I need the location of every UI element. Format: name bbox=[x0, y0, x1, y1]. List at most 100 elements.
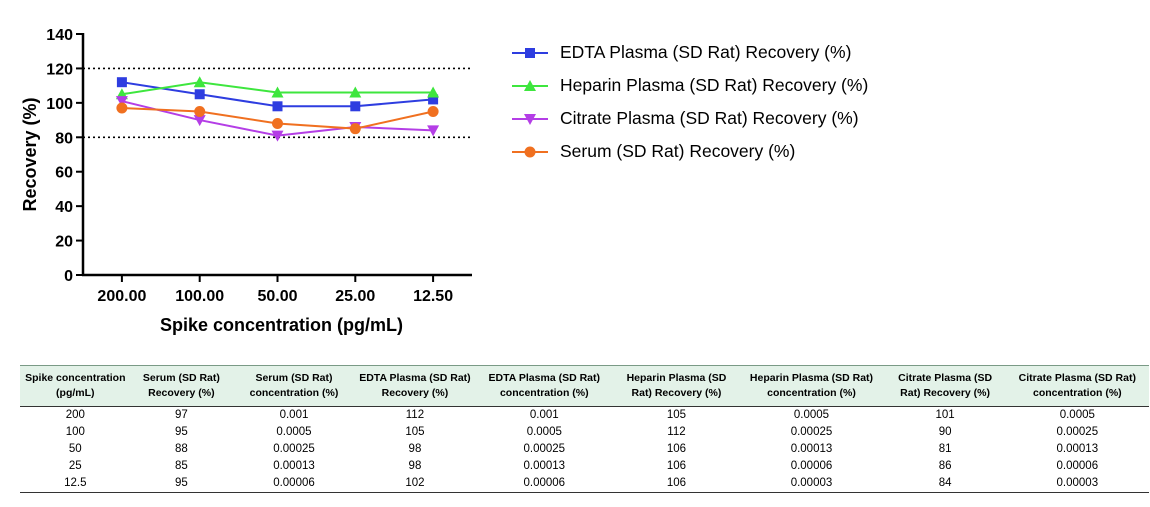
table-row: 25 85 0.00013 98 0.00013 106 0.00006 86 0.00006 bbox=[20, 458, 1149, 475]
data-point bbox=[194, 89, 205, 100]
data-point bbox=[193, 115, 206, 127]
table-cell: 106 bbox=[666, 443, 687, 455]
legend-label-edta: EDTA Plasma (SD Rat) Recovery (%) bbox=[560, 42, 852, 62]
table-cell: 102 bbox=[355, 475, 475, 493]
legend-swatch-serum bbox=[512, 146, 548, 157]
data-point bbox=[427, 125, 440, 137]
legend-swatch-edta bbox=[512, 47, 548, 58]
legend-item-serum: Serum (SD Rat) Recovery (%) bbox=[512, 135, 868, 168]
x-tick-label: 50.00 bbox=[257, 288, 297, 305]
table-header-cell: Serum (SD Rat) Recovery (%) bbox=[130, 365, 233, 407]
y-tick-label: 120 bbox=[46, 61, 73, 78]
table-header-cell: Spike concentration (pg/mL) bbox=[20, 365, 131, 407]
table-header-cell: Citrate Plasma (SD Rat) concentration (%… bbox=[1005, 365, 1149, 407]
table-cell: 0.00013 bbox=[273, 460, 315, 472]
table-cell: 86 bbox=[938, 460, 952, 472]
table-cell: 25 bbox=[68, 460, 82, 472]
table-cell: 112 bbox=[667, 426, 686, 438]
table-cell: 88 bbox=[174, 443, 188, 455]
table-cell: 0.001 bbox=[279, 409, 309, 421]
y-tick-label: 140 bbox=[46, 27, 73, 44]
y-tick-label: 60 bbox=[55, 165, 73, 182]
recovery-chart: 0 20 40 60 80 100 120 140 200.00 100.00 50.00 25.00… bbox=[20, 27, 868, 335]
data-point bbox=[194, 105, 206, 117]
table-row: 100 95 0.0005 105 0.0005 112 0.00025 90 0.00025 bbox=[20, 424, 1149, 441]
table-cell: 81 bbox=[938, 443, 952, 455]
y-axis-title: Recovery (%) bbox=[20, 97, 40, 211]
legend-label-serum: Serum (SD Rat) Recovery (%) bbox=[560, 141, 796, 161]
table-header-cell: EDTA Plasma (SD Rat) Recovery (%) bbox=[355, 365, 475, 407]
table-cell: 200 bbox=[65, 409, 85, 421]
table-cell: 84 bbox=[884, 475, 1006, 493]
y-tick-label: 0 bbox=[64, 268, 73, 285]
table-cell: 101 bbox=[935, 409, 955, 421]
table-row: 12.5 95 0.00006 102 0.00006 106 0.00003 84 0.000… bbox=[20, 475, 1149, 493]
y-tick-label: 20 bbox=[55, 234, 73, 251]
table-header: Spike concentration (pg/mL) Serum (SD Ra… bbox=[20, 365, 1149, 407]
table-cell: 0.0005 bbox=[526, 426, 562, 438]
table-cell: 100 bbox=[65, 426, 85, 438]
legend-label-citrate: Citrate Plasma (SD Rat) Recovery (%) bbox=[560, 108, 859, 128]
table-cell: 90 bbox=[938, 426, 952, 438]
data-point bbox=[428, 94, 439, 105]
data-point bbox=[271, 86, 284, 98]
table-cell: 0.00013 bbox=[523, 460, 566, 472]
x-axis-title: Spike concentration (pg/mL) bbox=[160, 315, 403, 335]
table-cell: 0.00013 bbox=[790, 443, 833, 455]
table-cell: 112 bbox=[405, 409, 425, 421]
legend-item-heparin: Heparin Plasma (SD Rat) Recovery (%) bbox=[512, 69, 868, 102]
table-cell: 50 bbox=[68, 443, 82, 455]
recovery-data-table: Spike concentration (pg/mL) Serum (SD Ra… bbox=[20, 365, 1149, 493]
table-cell: 98 bbox=[408, 460, 422, 472]
table-header-cell: EDTA Plasma (SD Rat) concentration (%) bbox=[474, 365, 615, 407]
table-cell: 0.00006 bbox=[1056, 460, 1099, 472]
table-cell: 105 bbox=[666, 409, 687, 421]
table-cell: 106 bbox=[666, 460, 687, 472]
data-point bbox=[350, 101, 361, 112]
data-point bbox=[272, 101, 283, 112]
table-cell: 0.00013 bbox=[1056, 443, 1099, 455]
table-cell: 95 bbox=[130, 475, 233, 493]
table-cell: 0.00003 bbox=[738, 475, 885, 493]
chart-legend: EDTA Plasma (SD Rat) Recovery (%) Hepari… bbox=[512, 36, 868, 168]
legend-swatch-citrate bbox=[512, 113, 548, 125]
legend-item-citrate: Citrate Plasma (SD Rat) Recovery (%) bbox=[512, 102, 868, 135]
y-tick-label: 80 bbox=[55, 130, 73, 147]
table-cell: 0.00025 bbox=[273, 443, 315, 455]
x-tick-label: 12.50 bbox=[413, 288, 453, 305]
table-cell: 0.00006 bbox=[474, 475, 615, 493]
table-cell: 105 bbox=[405, 426, 425, 438]
table-header-cell: Heparin Plasma (SD Rat) concentration (%… bbox=[738, 365, 885, 407]
table-header-cell: Heparin Plasma (SD Rat) Recovery (%) bbox=[614, 365, 739, 407]
table-cell: 12.5 bbox=[20, 475, 131, 493]
table-cell: 98 bbox=[408, 443, 422, 455]
x-tick-label: 25.00 bbox=[335, 288, 375, 305]
data-point bbox=[349, 86, 362, 98]
table-cell: 0.0005 bbox=[1059, 409, 1095, 421]
legend-label-heparin: Heparin Plasma (SD Rat) Recovery (%) bbox=[560, 75, 869, 95]
table-cell: 0.00025 bbox=[1056, 426, 1099, 438]
table-cell: 0.00006 bbox=[790, 460, 833, 472]
data-point bbox=[116, 77, 127, 88]
table-header-cell: Serum (SD Rat) concentration (%) bbox=[232, 365, 356, 407]
data-point bbox=[427, 86, 440, 98]
table-row: 50 88 0.00025 98 0.00025 106 0.00013 81 0.00013 bbox=[20, 441, 1149, 458]
table-cell: 85 bbox=[174, 460, 188, 472]
table-cell: 0.00003 bbox=[1005, 475, 1149, 493]
data-point bbox=[427, 105, 439, 117]
table-cell: 0.00025 bbox=[790, 426, 833, 438]
recovery-chart-svg: 0 20 40 60 80 100 120 140 200.00 100.00 50.00 25.00… bbox=[20, 27, 472, 335]
table-cell: 0.0005 bbox=[276, 426, 312, 438]
data-point bbox=[193, 76, 206, 88]
y-tick-label: 40 bbox=[55, 199, 73, 216]
data-point bbox=[272, 118, 283, 130]
table-cell: 0.0005 bbox=[793, 409, 830, 421]
legend-item-edta: EDTA Plasma (SD Rat) Recovery (%) bbox=[512, 36, 868, 69]
x-tick-label: 100.00 bbox=[175, 288, 224, 305]
legend-swatch-heparin bbox=[512, 79, 548, 91]
data-point bbox=[349, 123, 361, 135]
table-cell: 0.00025 bbox=[523, 443, 566, 455]
table-cell: 97 bbox=[174, 409, 188, 421]
table-body: 200 97 0.001 112 0.001 105 0.0005 101 0.0005 100 9… bbox=[20, 407, 1149, 493]
table-header-row: Spike concentration (pg/mL) Serum (SD Ra… bbox=[20, 365, 1149, 407]
